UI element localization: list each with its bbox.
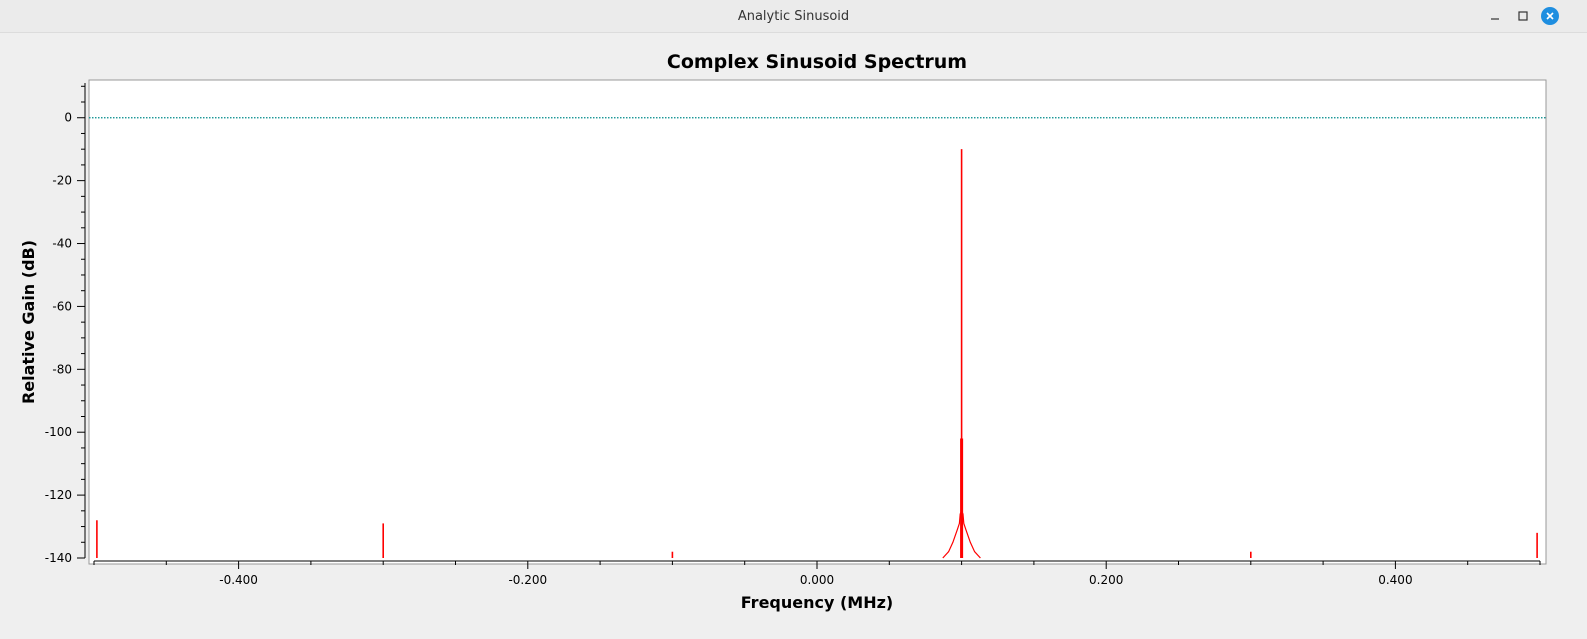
y-tick-label: -80 — [52, 362, 72, 376]
x-axis: -0.400 -0.200 0.000 0.200 0.400 — [93, 560, 1541, 587]
x-tick-label: -0.400 — [219, 573, 258, 587]
y-tick-label: -140 — [45, 551, 72, 565]
y-tick-label: -20 — [52, 174, 72, 188]
maximize-icon[interactable] — [1514, 7, 1532, 25]
x-tick-label: 0.400 — [1378, 573, 1412, 587]
series-group — [89, 117, 1546, 559]
x-axis-label: Frequency (MHz) — [741, 593, 893, 612]
x-tick-label: 0.000 — [800, 573, 834, 587]
y-axis: 0 -20 -40 -60 -80 -100 -120 -140 — [45, 83, 86, 565]
x-tick-label: -0.200 — [508, 573, 547, 587]
y-tick-label: -60 — [52, 299, 72, 313]
spectrum-skirt — [942, 509, 981, 559]
window-title: Analytic Sinusoid — [737, 9, 850, 24]
y-axis-label: Relative Gain (dB) — [19, 240, 38, 404]
x-tick-label: 0.200 — [1089, 573, 1123, 587]
spectrum-chart: Complex Sinusoid Spectrum Frequency (MHz… — [19, 51, 1547, 612]
close-icon[interactable] — [1541, 7, 1559, 25]
y-tick-label: -100 — [45, 425, 72, 439]
plot-area — [88, 79, 1547, 565]
y-tick-label: -120 — [45, 488, 72, 502]
minimize-icon[interactable] — [1486, 7, 1504, 25]
y-tick-label: 0 — [64, 111, 72, 125]
window-titlebar: Analytic Sinusoid — [0, 0, 1587, 33]
chart-title: Complex Sinusoid Spectrum — [667, 51, 967, 73]
y-tick-label: -40 — [52, 237, 72, 251]
